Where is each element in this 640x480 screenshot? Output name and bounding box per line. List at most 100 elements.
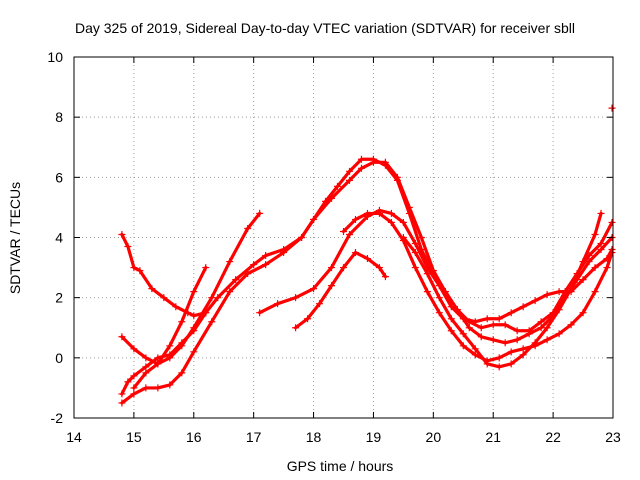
data-point — [322, 197, 330, 205]
data-point — [567, 321, 575, 329]
x-tick-label: 21 — [485, 429, 501, 445]
data-point — [375, 209, 383, 217]
data-point — [369, 155, 377, 163]
data-point — [519, 345, 527, 353]
data-point — [130, 390, 138, 398]
data-point — [567, 285, 575, 293]
data-point — [471, 351, 479, 359]
data-point — [477, 333, 485, 341]
data-point — [256, 309, 264, 317]
data-point — [591, 230, 599, 238]
data-point — [399, 218, 407, 226]
data-point — [459, 342, 467, 350]
data-point — [345, 176, 353, 184]
x-tick-label: 19 — [366, 429, 382, 445]
data-point — [543, 291, 551, 299]
data-point — [316, 300, 324, 308]
data-point — [513, 327, 521, 335]
data-point — [399, 234, 407, 241]
data-point — [244, 224, 252, 232]
data-point — [334, 182, 342, 190]
data-point — [423, 270, 431, 278]
x-tick-label: 16 — [186, 429, 202, 445]
data-point — [351, 249, 359, 257]
series-trace-4 — [120, 211, 262, 366]
data-point — [142, 369, 150, 377]
data-point — [130, 372, 138, 380]
x-tick-label: 18 — [306, 429, 322, 445]
grid — [74, 57, 613, 418]
y-tick-label: 10 — [47, 49, 63, 65]
data-point — [208, 318, 216, 326]
data-point — [435, 309, 443, 317]
data-point — [160, 294, 168, 302]
x-tick-label: 22 — [545, 429, 561, 445]
data-point — [190, 324, 198, 332]
data-point — [250, 261, 258, 269]
data-point — [537, 324, 545, 332]
y-tick-label: 0 — [55, 350, 63, 366]
data-point — [393, 176, 401, 184]
data-point — [130, 345, 138, 353]
data-point — [178, 318, 186, 326]
data-point — [519, 303, 527, 311]
data-point — [202, 264, 210, 272]
data-point — [172, 303, 180, 311]
data-point — [166, 342, 174, 350]
data-point — [328, 264, 336, 272]
data-point — [130, 384, 138, 392]
data-point — [357, 155, 365, 163]
series-trace-3 — [120, 157, 614, 405]
data-point — [585, 258, 593, 266]
data-point — [178, 369, 186, 377]
y-tick-label: 4 — [55, 230, 63, 246]
data-point — [387, 209, 395, 217]
x-axis-label: GPS time / hours — [287, 458, 394, 474]
data-point — [166, 381, 174, 389]
data-point — [381, 161, 389, 169]
data-point — [495, 315, 503, 323]
data-point — [423, 288, 431, 296]
data-layer — [118, 104, 616, 407]
data-point — [471, 345, 479, 353]
data-point — [411, 264, 419, 272]
data-point — [525, 330, 533, 338]
data-point — [597, 209, 605, 217]
x-tick-label: 23 — [605, 429, 621, 445]
data-point — [555, 288, 563, 296]
data-point — [328, 282, 336, 290]
x-tick-label: 14 — [66, 429, 82, 445]
data-point — [405, 209, 413, 217]
data-point — [232, 276, 240, 284]
data-point — [537, 318, 545, 326]
data-point — [118, 390, 126, 398]
data-point — [495, 363, 503, 371]
data-point — [256, 209, 264, 217]
data-point — [226, 288, 234, 296]
data-point — [142, 354, 150, 362]
data-point — [501, 339, 509, 347]
data-point — [124, 378, 132, 386]
data-point — [579, 258, 587, 266]
y-tick-label: -2 — [51, 410, 64, 426]
data-point — [608, 249, 616, 257]
data-point — [471, 318, 479, 326]
data-point — [489, 336, 497, 344]
series-trace-1 — [120, 232, 208, 318]
data-point — [142, 384, 150, 392]
chart-title: Day 325 of 2019, Sidereal Day-to-day VTE… — [75, 20, 575, 36]
data-point — [340, 264, 347, 272]
data-point — [597, 246, 605, 254]
data-point — [298, 234, 306, 241]
data-point — [608, 104, 616, 112]
y-tick-label: 8 — [55, 109, 63, 125]
data-point — [483, 315, 491, 323]
data-point — [130, 264, 138, 272]
series-trace-2 — [120, 160, 614, 396]
data-point — [411, 249, 419, 257]
data-point — [447, 303, 455, 311]
data-point — [345, 167, 353, 175]
data-point — [178, 342, 186, 350]
data-point — [166, 354, 174, 362]
data-point — [591, 288, 599, 296]
